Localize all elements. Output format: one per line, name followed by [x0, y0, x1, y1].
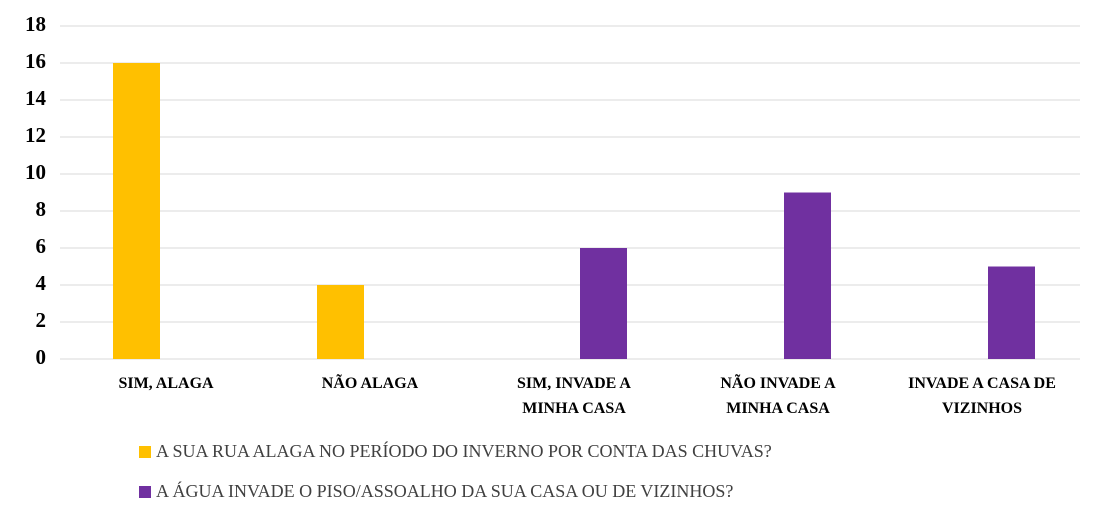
bar [317, 285, 364, 359]
bar [988, 266, 1035, 359]
y-tick-label: 6 [36, 234, 47, 258]
legend-swatch [139, 446, 151, 458]
bar [113, 63, 160, 359]
y-tick-label: 0 [36, 345, 47, 369]
x-tick-label: INVADE A CASA DE VIZINHOS [908, 375, 1056, 417]
bar [580, 248, 627, 359]
legend-swatch [139, 486, 151, 498]
legend-label: A SUA RUA ALAGA NO PERÍODO DO INVERNO PO… [156, 440, 772, 461]
x-tick-label: NÃO INVADE A MINHA CASA [720, 373, 836, 417]
x-tick-label: SIM, ALAGA [118, 375, 214, 392]
legend-label: A ÁGUA INVADE O PISO/ASSOALHO DA SUA CAS… [156, 480, 733, 501]
y-tick-label: 14 [25, 86, 47, 110]
y-tick-label: 12 [25, 123, 46, 147]
x-tick-label: SIM, INVADE A MINHA CASA [517, 375, 631, 417]
y-tick-label: 10 [25, 160, 46, 184]
x-tick-label: NÃO ALAGA [322, 373, 419, 392]
y-tick-label: 8 [36, 197, 47, 221]
y-tick-label: 18 [25, 12, 46, 36]
y-tick-label: 16 [25, 49, 46, 73]
bar [784, 192, 831, 359]
y-tick-label: 2 [36, 308, 47, 332]
y-tick-label: 4 [36, 271, 47, 295]
